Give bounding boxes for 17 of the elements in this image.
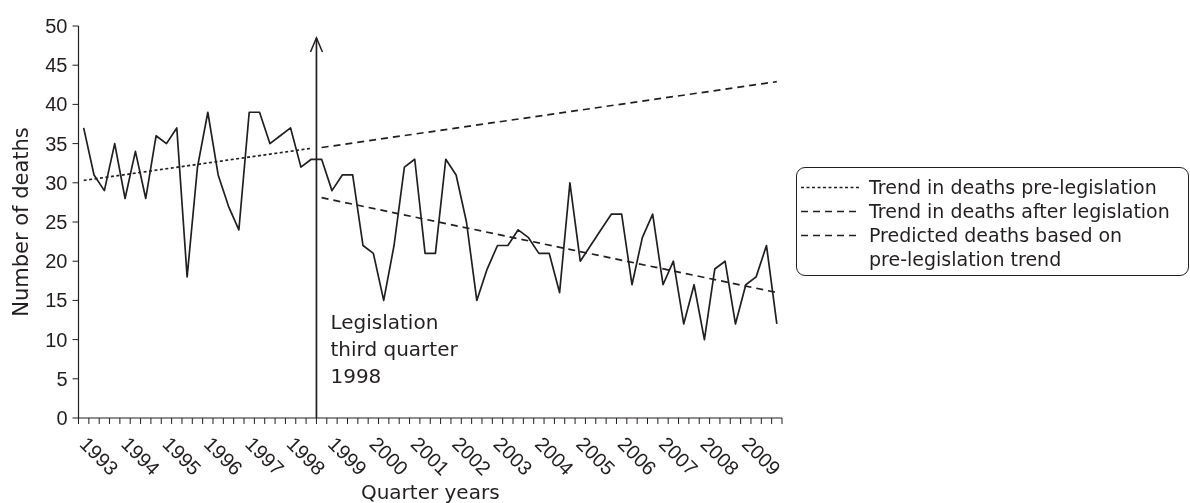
legend-label: Trend in deaths pre-legislation (869, 176, 1157, 198)
ref-line-label: Legislation third quarter 1998 (330, 310, 459, 388)
y-tick-label: 30 (45, 171, 68, 194)
y-tick-label: 50 (45, 15, 68, 37)
y-tick-label: 35 (45, 132, 68, 155)
y-tick-label: 15 (45, 289, 68, 312)
x-axis-title: Quarter years (360, 480, 500, 503)
y-tick-label: 25 (45, 211, 68, 233)
text: Predicted deaths based on pre-legislation trend (869, 224, 1123, 270)
y-tick-label: 5 (56, 367, 68, 390)
y-tick-label: 40 (45, 93, 68, 116)
y-axis-title: Number of deaths (9, 127, 33, 317)
y-tick-label: 20 (45, 250, 68, 273)
legend-label: Trend in deaths after legislation (869, 200, 1170, 222)
y-tick-label: 45 (45, 54, 68, 77)
y-tick-label: 0 (56, 407, 68, 429)
y-tick-label: 10 (45, 328, 68, 351)
